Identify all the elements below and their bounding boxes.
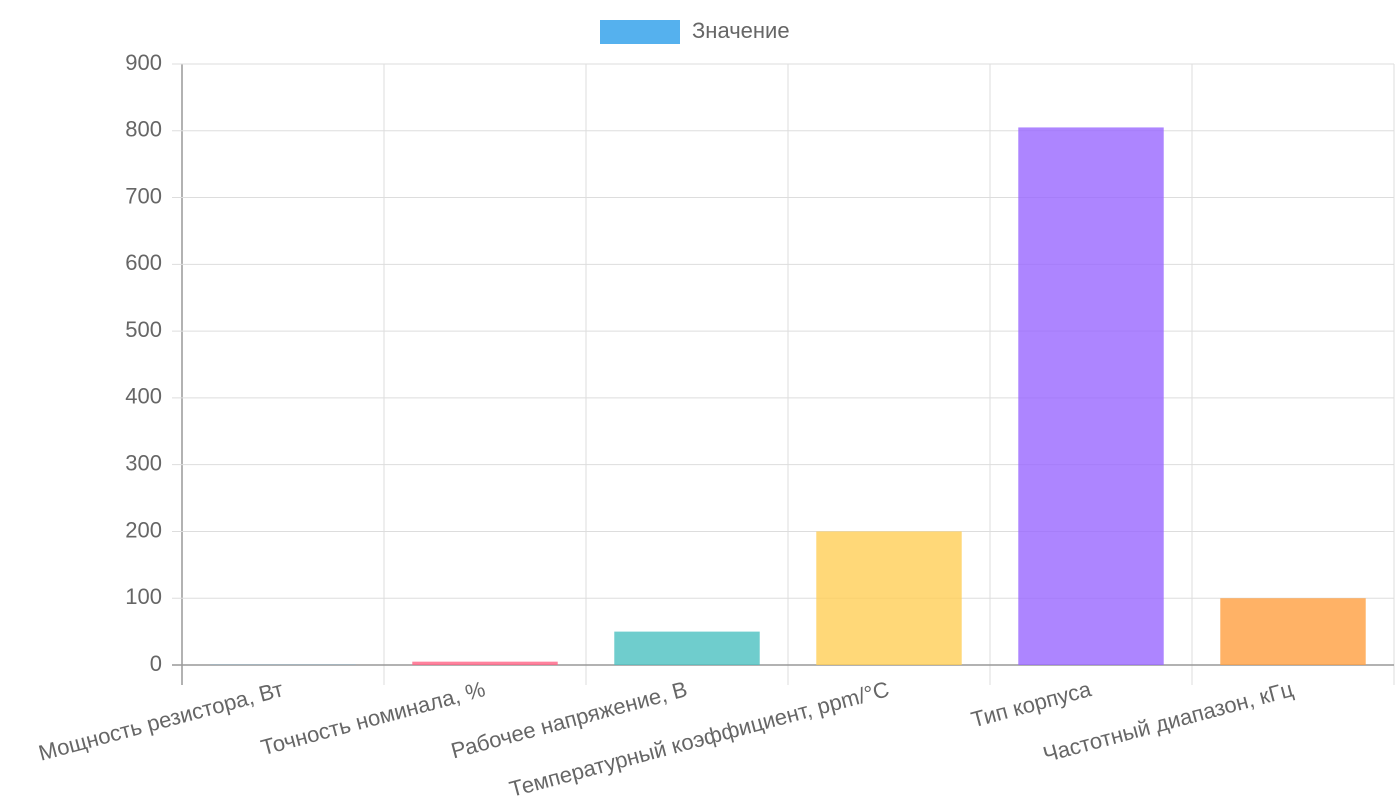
bar — [1220, 598, 1366, 665]
bar — [1018, 127, 1164, 665]
y-tick-label: 100 — [125, 584, 162, 609]
legend-label: Значение — [692, 18, 790, 43]
bar — [412, 661, 558, 665]
y-tick-label: 200 — [125, 517, 162, 542]
y-tick-label: 900 — [125, 50, 162, 75]
y-tick-label: 400 — [125, 384, 162, 409]
x-tick-label: Температурный коэффициент, ppm/°C — [507, 676, 892, 800]
y-tick-label: 600 — [125, 250, 162, 275]
x-tick-label: Мощность резистора, Вт — [36, 676, 286, 765]
bar — [614, 631, 760, 665]
y-tick-label: 300 — [125, 450, 162, 475]
x-tick-label: Тип корпуса — [968, 676, 1094, 732]
y-tick-label: 700 — [125, 183, 162, 208]
y-tick-label: 0 — [150, 651, 162, 676]
bar — [816, 531, 962, 665]
y-tick-label: 500 — [125, 317, 162, 342]
y-tick-label: 800 — [125, 117, 162, 142]
legend-swatch — [600, 20, 680, 44]
